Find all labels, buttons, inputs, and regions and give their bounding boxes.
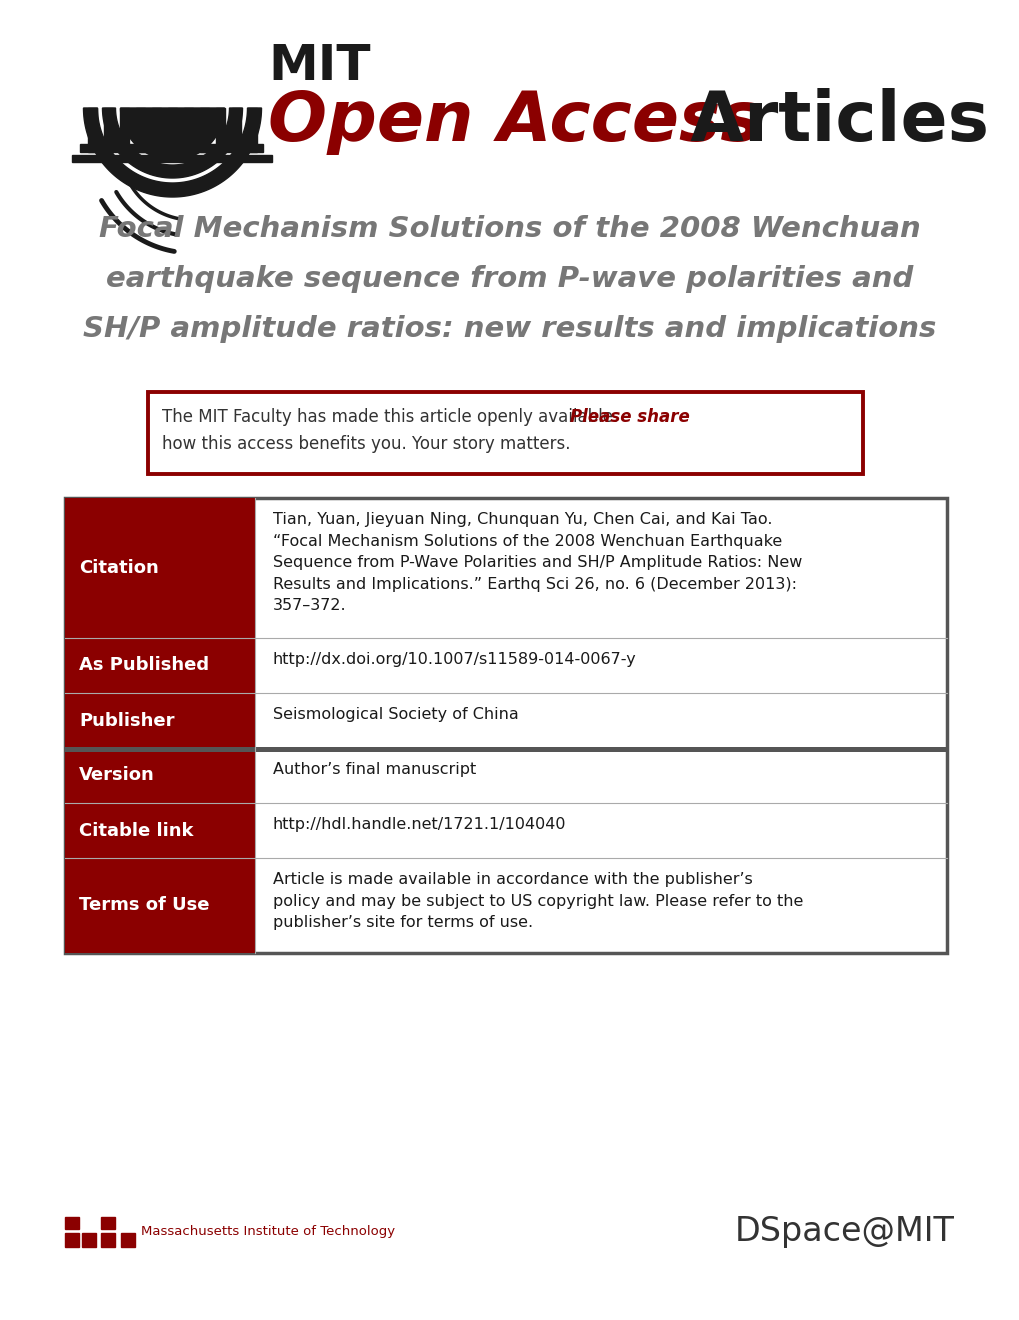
Bar xyxy=(65,858,255,953)
Text: Citation: Citation xyxy=(78,558,159,577)
Text: Author’s final manuscript: Author’s final manuscript xyxy=(273,762,476,777)
Text: DSpace@MIT: DSpace@MIT xyxy=(735,1214,954,1247)
Text: The MIT Faculty has made this article openly available.: The MIT Faculty has made this article op… xyxy=(162,408,623,426)
Bar xyxy=(65,693,255,748)
Bar xyxy=(101,1233,115,1247)
Bar xyxy=(82,1233,96,1247)
Bar xyxy=(152,108,161,152)
Bar xyxy=(216,108,225,152)
Polygon shape xyxy=(84,108,261,197)
Text: SH/P amplitude ratios: new results and implications: SH/P amplitude ratios: new results and i… xyxy=(84,315,935,343)
Text: As Published: As Published xyxy=(78,656,209,675)
Text: Please share: Please share xyxy=(570,408,689,426)
Bar xyxy=(65,498,946,953)
Text: Open Access: Open Access xyxy=(268,88,761,154)
Bar xyxy=(183,108,193,152)
Bar xyxy=(121,1233,135,1247)
Text: MIT: MIT xyxy=(268,42,370,90)
Bar xyxy=(65,498,255,638)
Bar xyxy=(168,108,177,152)
Bar xyxy=(104,108,113,152)
Text: Publisher: Publisher xyxy=(78,711,174,730)
Text: Terms of Use: Terms of Use xyxy=(78,896,209,915)
Bar xyxy=(88,108,97,152)
Text: Articles: Articles xyxy=(665,88,988,154)
Bar xyxy=(65,1217,78,1229)
Bar xyxy=(65,803,255,858)
Text: Tian, Yuan, Jieyuan Ning, Chunquan Yu, Chen Cai, and Kai Tao.
“Focal Mechanism S: Tian, Yuan, Jieyuan Ning, Chunquan Yu, C… xyxy=(273,512,802,614)
Text: Seismological Society of China: Seismological Society of China xyxy=(273,708,519,722)
Text: Citable link: Citable link xyxy=(78,821,194,840)
Bar xyxy=(248,108,257,152)
Bar xyxy=(120,108,128,152)
Text: Massachusetts Institute of Technology: Massachusetts Institute of Technology xyxy=(141,1225,394,1238)
Bar xyxy=(65,1233,78,1247)
Polygon shape xyxy=(102,108,243,178)
Text: Focal Mechanism Solutions of the 2008 Wenchuan: Focal Mechanism Solutions of the 2008 We… xyxy=(99,215,920,243)
Bar xyxy=(101,1217,115,1229)
Polygon shape xyxy=(120,108,224,160)
Text: http://dx.doi.org/10.1007/s11589-014-0067-y: http://dx.doi.org/10.1007/s11589-014-006… xyxy=(273,652,636,667)
Bar xyxy=(79,144,263,152)
Bar xyxy=(231,108,240,152)
Text: Version: Version xyxy=(78,767,155,784)
Text: earthquake sequence from P-wave polarities and: earthquake sequence from P-wave polariti… xyxy=(106,265,913,293)
Bar xyxy=(200,108,209,152)
Text: how this access benefits you. Your story matters.: how this access benefits you. Your story… xyxy=(162,436,570,453)
Bar xyxy=(65,747,946,752)
Text: Article is made available in accordance with the publisher’s
policy and may be s: Article is made available in accordance … xyxy=(273,873,803,931)
Bar xyxy=(65,748,255,803)
Bar xyxy=(72,154,272,162)
Text: http://hdl.handle.net/1721.1/104040: http://hdl.handle.net/1721.1/104040 xyxy=(273,817,566,832)
Bar xyxy=(136,108,145,152)
Bar xyxy=(148,392,862,474)
Bar xyxy=(65,638,255,693)
